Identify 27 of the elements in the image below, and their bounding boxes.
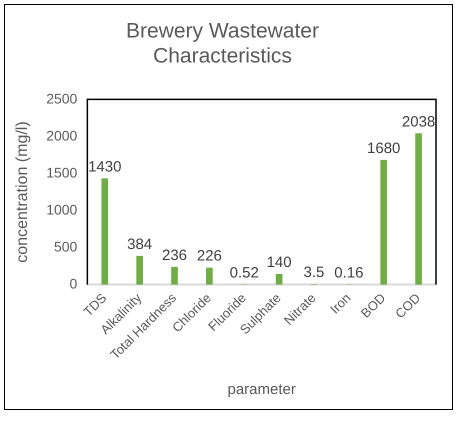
data-label: 0.52	[230, 264, 259, 282]
data-label: 140	[266, 254, 292, 271]
y-axis-title: concentration (mg/l)	[14, 121, 32, 263]
y-tick-label: 1000	[46, 201, 78, 218]
bar	[101, 178, 108, 285]
data-label: 236	[162, 246, 188, 264]
y-tick-label: 2500	[46, 90, 78, 106]
y-tick-label: 1500	[46, 164, 78, 180]
data-label: 384	[127, 236, 152, 253]
x-axis-title: parameter	[227, 381, 296, 398]
y-tick-label: 0	[70, 276, 78, 292]
chart-title: Brewery Wastewater Characteristics	[126, 19, 319, 68]
data-label: 1430	[88, 158, 122, 176]
data-label: 0.16	[334, 264, 364, 282]
data-label: 226	[196, 248, 222, 265]
bar	[136, 256, 143, 285]
bar	[380, 160, 388, 285]
bar	[206, 268, 213, 285]
bar	[276, 274, 282, 285]
data-label: 1680	[367, 140, 400, 157]
y-tick-label: 500	[54, 238, 78, 254]
y-tick-label: 2000	[46, 127, 78, 144]
bar	[415, 133, 422, 285]
data-label: 3.5	[304, 264, 324, 282]
x-tick-label: Iron	[327, 290, 354, 317]
data-label: 2038	[402, 113, 436, 130]
bar	[171, 266, 178, 285]
